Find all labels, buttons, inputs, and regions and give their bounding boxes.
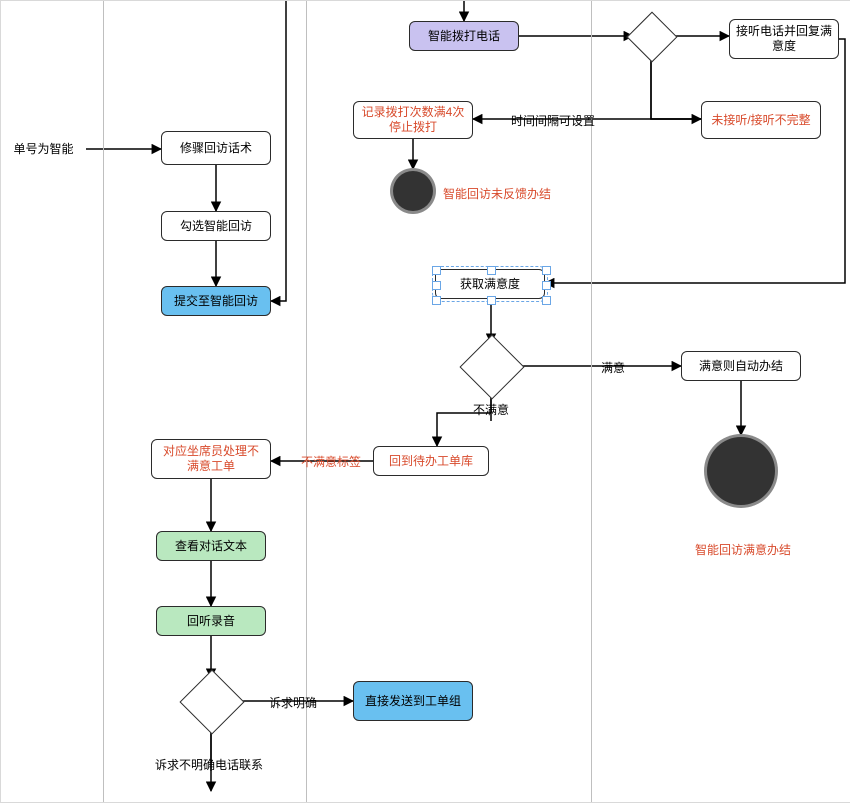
- node-view_text: 查看对话文本: [156, 531, 266, 561]
- selection-handle[interactable]: [542, 266, 551, 275]
- node-label: 满意则自动办结: [699, 359, 783, 374]
- edge-label-not_sat_tag: 不满意标签: [301, 453, 361, 470]
- node-label: 回听录音: [187, 614, 235, 629]
- node-label: 接听电话并回复满意度: [736, 24, 832, 54]
- node-label: 智能拨打电话: [428, 29, 500, 44]
- node-back_queue: 回到待办工单库: [373, 446, 489, 476]
- edge-label-nofeedback: 智能回访未反馈办结: [443, 185, 551, 202]
- edge: [651, 54, 701, 119]
- node-label: 查看对话文本: [175, 539, 247, 554]
- node-label: 勾选智能回访: [180, 219, 252, 234]
- node-submit_smart: 提交至智能回访: [161, 286, 271, 316]
- node-label: 对应坐席员处理不满意工单: [158, 444, 264, 474]
- node-smart_call: 智能拨打电话: [409, 21, 519, 51]
- node-label: 单号为智能: [13, 142, 73, 157]
- selection-handle[interactable]: [487, 296, 496, 305]
- decision-d_req: [179, 669, 244, 734]
- node-label: 提交至智能回访: [174, 294, 258, 309]
- node-label: 获取满意度: [460, 277, 520, 292]
- edge: [651, 54, 701, 119]
- selection-handle[interactable]: [432, 281, 441, 290]
- node-label: 未接听/接听不完整: [711, 113, 810, 128]
- node-agent_handle: 对应坐席员处理不满意工单: [151, 439, 271, 479]
- node-get_satisfaction: 获取满意度: [435, 269, 545, 299]
- selection-handle[interactable]: [432, 266, 441, 275]
- node-label: 记录拨打次数满4次停止拨打: [360, 105, 466, 135]
- edge-label-req_unclear: 诉求不明确电话联系: [155, 756, 263, 773]
- node-label: 回到待办工单库: [389, 454, 473, 469]
- decision-d_sat: [459, 334, 524, 399]
- flowchart-canvas: 单号为智能 修骤回访话术勾选智能回访提交至智能回访 智能拨打电话 接听电话并回复满意度…: [0, 0, 850, 803]
- edge: [271, 1, 286, 301]
- node-auto_close: 满意则自动办结: [681, 351, 801, 381]
- end-end_nofeedback: [393, 171, 433, 211]
- selection-handle[interactable]: [542, 296, 551, 305]
- node-not_answered: 未接听/接听不完整: [701, 101, 821, 139]
- end-end_satisfied: [707, 437, 775, 505]
- node-in_left: 单号为智能: [1, 138, 86, 160]
- swimlane-divider: [103, 1, 104, 802]
- node-listen_rec: 回听录音: [156, 606, 266, 636]
- edge-label-req_clear: 诉求明确: [269, 694, 317, 711]
- node-answer_reply: 接听电话并回复满意度: [729, 19, 839, 59]
- node-label: 修骤回访话术: [180, 141, 252, 156]
- edge-label-not_sat: 不满意: [473, 401, 509, 418]
- node-edit_script: 修骤回访话术: [161, 131, 271, 165]
- selection-handle[interactable]: [542, 281, 551, 290]
- edge-label-satisfied: 满意: [601, 359, 625, 376]
- node-label: 直接发送到工单组: [365, 694, 461, 709]
- edge: [545, 39, 845, 283]
- node-check_smart: 勾选智能回访: [161, 211, 271, 241]
- edge-label-ok_end: 智能回访满意办结: [695, 541, 791, 558]
- decision-d_top: [627, 12, 678, 63]
- swimlane-divider: [306, 1, 307, 802]
- edge-label-interval: 时间间隔可设置: [511, 112, 595, 129]
- node-send_group: 直接发送到工单组: [353, 681, 473, 721]
- selection-handle[interactable]: [487, 266, 496, 275]
- node-retry_count: 记录拨打次数满4次停止拨打: [353, 101, 473, 139]
- selection-handle[interactable]: [432, 296, 441, 305]
